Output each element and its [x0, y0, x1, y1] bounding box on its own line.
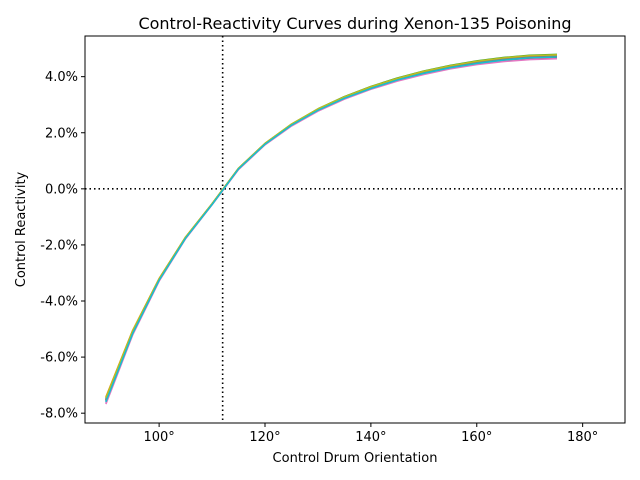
series-line-7	[105, 57, 558, 405]
y-tick-label: -4.0%	[40, 295, 78, 310]
x-tick-label: 140°	[355, 430, 386, 445]
x-tick-label: 160°	[461, 430, 492, 445]
chart-title: Control-Reactivity Curves during Xenon-1…	[138, 14, 571, 33]
x-axis-label: Control Drum Orientation	[273, 451, 438, 466]
y-tick-label: 4.0%	[45, 70, 78, 85]
series-line-5	[105, 55, 558, 404]
series-lines	[105, 53, 558, 405]
x-axis: 100° 120° 140° 160° 180°	[143, 423, 598, 445]
series-line-10	[105, 56, 558, 403]
y-tick-label: 0.0%	[45, 182, 78, 197]
series-line-6	[105, 55, 558, 401]
y-tick-label: -6.0%	[40, 351, 78, 366]
reference-lines	[85, 36, 625, 423]
y-axis-label: Control Reactivity	[14, 171, 29, 287]
series-line-4	[105, 57, 558, 401]
y-tick-label: -8.0%	[40, 407, 78, 422]
y-tick-label: 2.0%	[45, 126, 78, 141]
x-tick-label: 100°	[143, 430, 174, 445]
series-line-8	[105, 54, 558, 400]
y-tick-label: -2.0%	[40, 238, 78, 253]
plot-frame	[84, 35, 626, 424]
x-tick-label: 180°	[567, 430, 598, 445]
series-line-1	[105, 55, 558, 402]
x-tick-label: 120°	[249, 430, 280, 445]
y-axis: -8.0% -6.0% -4.0% -2.0% 0.0% 2.0% 4.0%	[40, 70, 85, 422]
series-line-2	[105, 53, 558, 398]
series-line-9	[105, 53, 558, 398]
